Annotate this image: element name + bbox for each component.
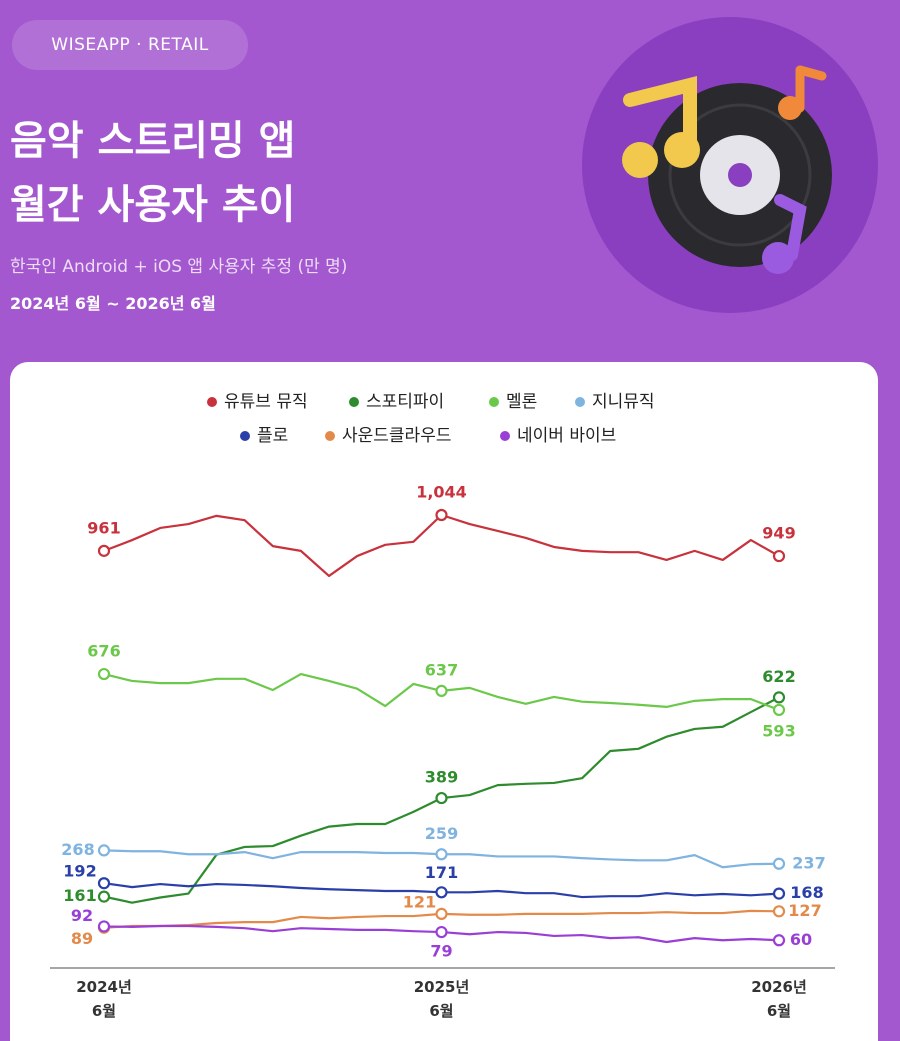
point-marker <box>97 890 111 903</box>
value-label: 637 <box>425 660 458 679</box>
value-label: 622 <box>762 667 795 686</box>
point-marker <box>435 508 448 522</box>
value-label: 949 <box>762 524 795 543</box>
point-marker <box>97 877 111 890</box>
point-marker <box>435 848 448 861</box>
point-marker <box>97 844 111 857</box>
x-tick-label: 2024년 6월 <box>76 978 132 1020</box>
point-marker <box>435 907 448 921</box>
point-marker <box>772 905 786 918</box>
vinyl-illustration <box>582 17 878 313</box>
point-marker <box>772 549 786 563</box>
value-label: 259 <box>425 824 458 843</box>
legend-label: 스포티파이 <box>366 392 444 412</box>
value-label: 92 <box>71 906 93 925</box>
legend-swatch <box>500 431 510 441</box>
value-label: 89 <box>71 929 93 948</box>
subtitle: 한국인 Android + iOS 앱 사용자 추정 (만 명) <box>10 257 348 277</box>
point-marker <box>772 691 786 704</box>
point-marker <box>97 920 111 933</box>
point-marker <box>772 934 786 947</box>
legend-swatch <box>575 397 585 407</box>
series-line <box>103 513 780 578</box>
x-tick-label: 2025년 6월 <box>413 978 470 1020</box>
value-label: 121 <box>403 892 436 911</box>
legend-swatch <box>207 397 217 407</box>
legend-label: 유튜브 뮤직 <box>224 392 308 412</box>
legend-label: 멜론 <box>506 392 537 412</box>
value-label: 171 <box>425 863 458 882</box>
legend-label: 네이버 바이브 <box>517 426 616 446</box>
x-tick-label: 2026년 6월 <box>751 978 807 1020</box>
value-label: 168 <box>790 883 823 902</box>
point-marker <box>435 886 448 899</box>
point-marker <box>97 667 111 681</box>
legend-label: 지니뮤직 <box>592 392 655 412</box>
legend-swatch <box>489 397 499 407</box>
value-label: 60 <box>790 930 812 949</box>
value-label: 961 <box>87 518 120 537</box>
point-marker <box>772 857 786 870</box>
legend-swatch <box>349 397 359 407</box>
point-marker <box>435 684 448 697</box>
value-label: 1,044 <box>416 483 467 502</box>
value-label: 389 <box>425 768 458 787</box>
brand: WISEAPP · RETAIL <box>12 20 248 70</box>
legend-swatch <box>325 431 335 441</box>
point-marker <box>435 925 448 939</box>
value-label: 268 <box>61 840 94 859</box>
value-label: 127 <box>788 901 821 920</box>
point-marker <box>772 703 786 717</box>
legend-label: 사운드클라우드 <box>342 426 451 446</box>
legend-label: 플로 <box>257 426 288 446</box>
value-label: 676 <box>87 642 120 661</box>
point-marker <box>97 544 111 557</box>
value-label: 161 <box>63 886 96 905</box>
value-label: 79 <box>430 942 452 961</box>
legend-swatch <box>240 431 250 441</box>
point-marker <box>435 791 448 805</box>
value-label: 192 <box>63 862 96 881</box>
period: 2024년 6월 ~ 2026년 6월 <box>10 294 216 313</box>
title: 월간 사용자 추이 <box>10 182 296 228</box>
point-marker <box>772 887 786 900</box>
value-label: 237 <box>792 853 825 872</box>
value-label: 593 <box>762 721 795 740</box>
title: 음악 스트리밍 앱 <box>10 118 296 164</box>
